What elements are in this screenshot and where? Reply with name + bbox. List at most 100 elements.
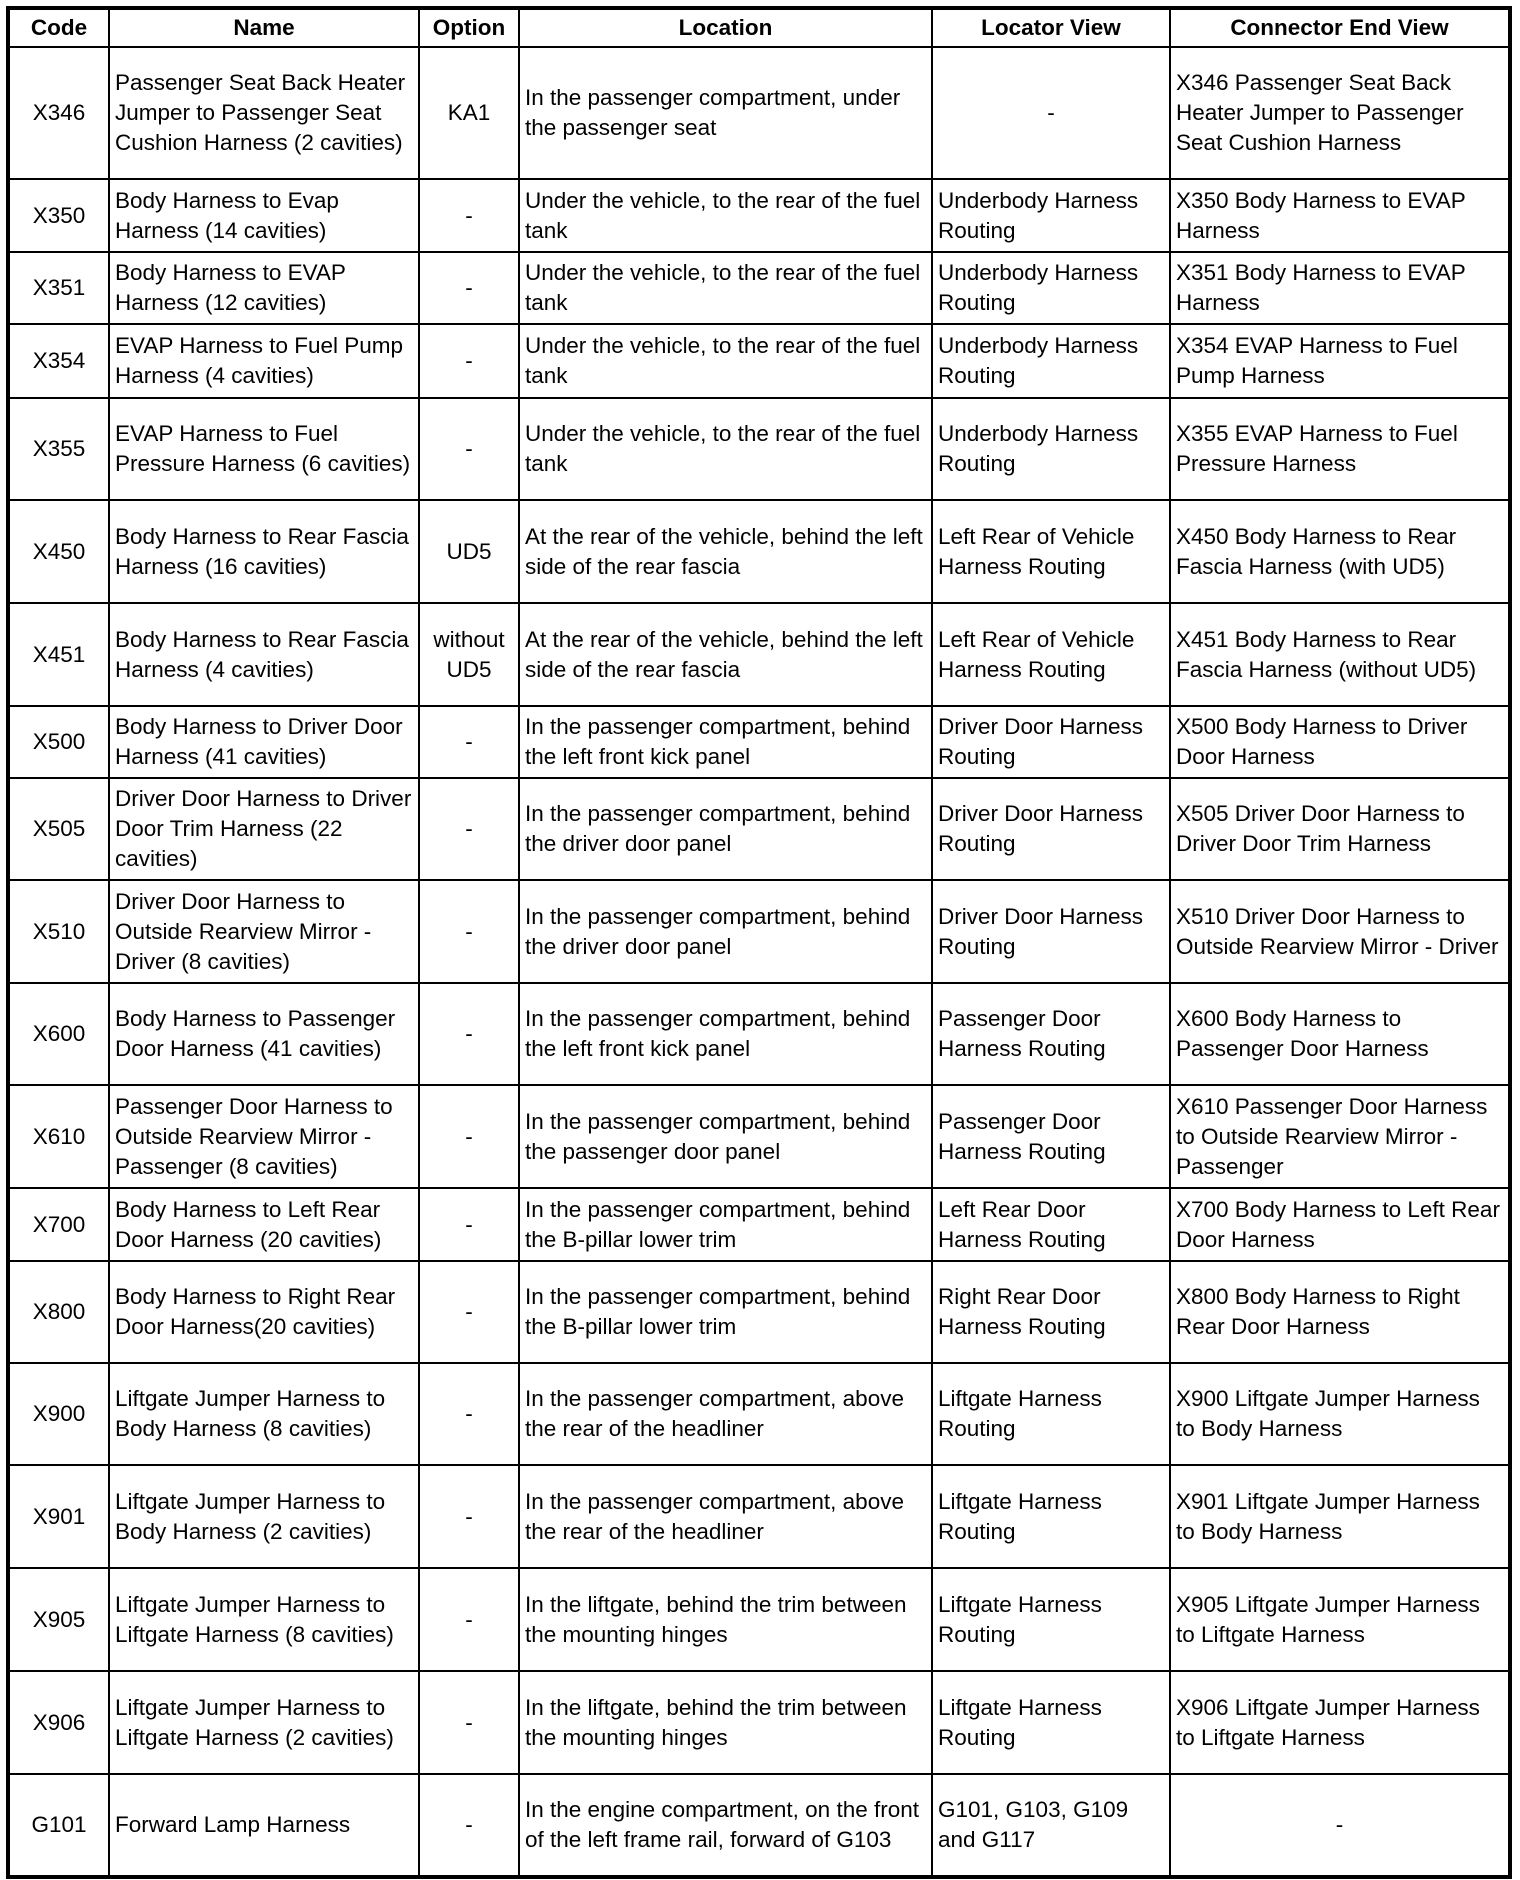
table-row: X901 Liftgate Jumper Harness to Body Harn… — [7, 1464, 1511, 1569]
cell-name: Liftgate Jumper Harness to Body Harness … — [108, 1362, 420, 1466]
cell-connector-end-view: X355 EVAP Harness to Fuel Pressure Harne… — [1169, 397, 1511, 501]
cell-location: In the passenger compartment, under the … — [518, 46, 933, 180]
cell-option: - — [418, 705, 520, 779]
cell-locator-view: Driver Door Harness Routing — [931, 879, 1171, 984]
cell-name: Passenger Seat Back Heater Jumper to Pas… — [108, 46, 420, 180]
cell-name: Body Harness to Passenger Door Harness (… — [108, 982, 420, 1086]
cell-name: Passenger Door Harness to Outside Rearvi… — [108, 1084, 420, 1189]
cell-code: X900 — [7, 1362, 110, 1466]
cell-name: EVAP Harness to Fuel Pump Harness (4 cav… — [108, 323, 420, 399]
cell-locator-view: Driver Door Harness Routing — [931, 705, 1171, 779]
cell-connector-end-view: X610 Passenger Door Harness to Outside R… — [1169, 1084, 1511, 1189]
table-row: X354 EVAP Harness to Fuel Pump Harness (4… — [7, 323, 1511, 399]
cell-option: - — [418, 251, 520, 325]
table-row: X350 Body Harness to Evap Harness (14 cav… — [7, 178, 1511, 253]
cell-name: Forward Lamp Harness — [108, 1773, 420, 1878]
cell-option: UD5 — [418, 499, 520, 604]
cell-location: In the passenger compartment, behind the… — [518, 982, 933, 1086]
table-row: X900 Liftgate Jumper Harness to Body Harn… — [7, 1362, 1511, 1466]
cell-connector-end-view: X905 Liftgate Jumper Harness to Liftgate… — [1169, 1567, 1511, 1672]
cell-name: Body Harness to Rear Fascia Harness (16 … — [108, 499, 420, 604]
cell-option: - — [418, 1567, 520, 1672]
cell-option: KA1 — [418, 46, 520, 180]
cell-name: Body Harness to EVAP Harness (12 cavitie… — [108, 251, 420, 325]
cell-name: Body Harness to Left Rear Door Harness (… — [108, 1187, 420, 1262]
cell-code: X346 — [7, 46, 110, 180]
cell-locator-view: Liftgate Harness Routing — [931, 1670, 1171, 1775]
cell-location: In the liftgate, behind the trim between… — [518, 1567, 933, 1672]
cell-locator-view: Liftgate Harness Routing — [931, 1464, 1171, 1569]
cell-location: In the engine compartment, on the front … — [518, 1773, 933, 1878]
cell-name: Driver Door Harness to Driver Door Trim … — [108, 777, 420, 881]
cell-code: X355 — [7, 397, 110, 501]
cell-option: - — [418, 1362, 520, 1466]
cell-connector-end-view: X906 Liftgate Jumper Harness to Liftgate… — [1169, 1670, 1511, 1775]
cell-connector-end-view: - — [1169, 1773, 1511, 1878]
table-row: X905 Liftgate Jumper Harness to Liftgate … — [7, 1567, 1511, 1672]
cell-option: - — [418, 1773, 520, 1878]
cell-code: X500 — [7, 705, 110, 779]
cell-code: X350 — [7, 178, 110, 253]
table-row: X451 Body Harness to Rear Fascia Harness … — [7, 602, 1511, 707]
cell-option: - — [418, 1260, 520, 1364]
cell-location: In the passenger compartment, behind the… — [518, 1084, 933, 1189]
cell-code: X354 — [7, 323, 110, 399]
cell-option: - — [418, 777, 520, 881]
cell-location: In the passenger compartment, behind the… — [518, 777, 933, 881]
column-header-name: Name — [108, 7, 420, 48]
cell-name: Body Harness to Evap Harness (14 cavitie… — [108, 178, 420, 253]
cell-code: X610 — [7, 1084, 110, 1189]
cell-option: - — [418, 178, 520, 253]
table-row: X346 Passenger Seat Back Heater Jumper to… — [7, 46, 1511, 180]
column-header-locator-view: Locator View — [931, 7, 1171, 48]
cell-locator-view: Left Rear Door Harness Routing — [931, 1187, 1171, 1262]
cell-location: In the passenger compartment, above the … — [518, 1362, 933, 1466]
table-row: X510 Driver Door Harness to Outside Rearv… — [7, 879, 1511, 984]
cell-location: Under the vehicle, to the rear of the fu… — [518, 251, 933, 325]
cell-code: X600 — [7, 982, 110, 1086]
cell-code: X451 — [7, 602, 110, 707]
cell-name: Body Harness to Rear Fascia Harness (4 c… — [108, 602, 420, 707]
cell-connector-end-view: X800 Body Harness to Right Rear Door Har… — [1169, 1260, 1511, 1364]
cell-name: Liftgate Jumper Harness to Liftgate Harn… — [108, 1567, 420, 1672]
table-row: X355 EVAP Harness to Fuel Pressure Harnes… — [7, 397, 1511, 501]
cell-name: Liftgate Jumper Harness to Body Harness … — [108, 1464, 420, 1569]
cell-connector-end-view: X500 Body Harness to Driver Door Harness — [1169, 705, 1511, 779]
column-header-option: Option — [418, 7, 520, 48]
cell-code: G101 — [7, 1773, 110, 1878]
table-row: X351 Body Harness to EVAP Harness (12 cav… — [7, 251, 1511, 325]
cell-connector-end-view: X510 Driver Door Harness to Outside Rear… — [1169, 879, 1511, 984]
table-row: X450 Body Harness to Rear Fascia Harness … — [7, 499, 1511, 604]
cell-location: In the passenger compartment, behind the… — [518, 879, 933, 984]
cell-name: Liftgate Jumper Harness to Liftgate Harn… — [108, 1670, 420, 1775]
cell-location: Under the vehicle, to the rear of the fu… — [518, 323, 933, 399]
cell-connector-end-view: X346 Passenger Seat Back Heater Jumper t… — [1169, 46, 1511, 180]
cell-connector-end-view: X450 Body Harness to Rear Fascia Harness… — [1169, 499, 1511, 604]
cell-location: At the rear of the vehicle, behind the l… — [518, 602, 933, 707]
cell-code: X906 — [7, 1670, 110, 1775]
cell-locator-view: Liftgate Harness Routing — [931, 1362, 1171, 1466]
cell-option: - — [418, 982, 520, 1086]
cell-name: Driver Door Harness to Outside Rearview … — [108, 879, 420, 984]
cell-locator-view: - — [931, 46, 1171, 180]
cell-locator-view: Left Rear of Vehicle Harness Routing — [931, 499, 1171, 604]
cell-locator-view: G101, G103, G109 and G117 — [931, 1773, 1171, 1878]
cell-connector-end-view: X600 Body Harness to Passenger Door Harn… — [1169, 982, 1511, 1086]
cell-code: X901 — [7, 1464, 110, 1569]
cell-location: At the rear of the vehicle, behind the l… — [518, 499, 933, 604]
column-header-code: Code — [7, 7, 110, 48]
header-row: Code Name Option Location Locator View Connec… — [7, 7, 1511, 48]
cell-code: X450 — [7, 499, 110, 604]
cell-connector-end-view: X700 Body Harness to Left Rear Door Harn… — [1169, 1187, 1511, 1262]
cell-connector-end-view: X351 Body Harness to EVAP Harness — [1169, 251, 1511, 325]
connector-table: Code Name Option Location Locator View Connec… — [6, 6, 1512, 1879]
cell-location: In the liftgate, behind the trim between… — [518, 1670, 933, 1775]
cell-connector-end-view: X901 Liftgate Jumper Harness to Body Har… — [1169, 1464, 1511, 1569]
cell-option: - — [418, 1670, 520, 1775]
cell-option: without UD5 — [418, 602, 520, 707]
table-row: X800 Body Harness to Right Rear Door Harn… — [7, 1260, 1511, 1364]
cell-location: In the passenger compartment, behind the… — [518, 1187, 933, 1262]
cell-name: Body Harness to Driver Door Harness (41 … — [108, 705, 420, 779]
cell-name: EVAP Harness to Fuel Pressure Harness (6… — [108, 397, 420, 501]
cell-option: - — [418, 397, 520, 501]
